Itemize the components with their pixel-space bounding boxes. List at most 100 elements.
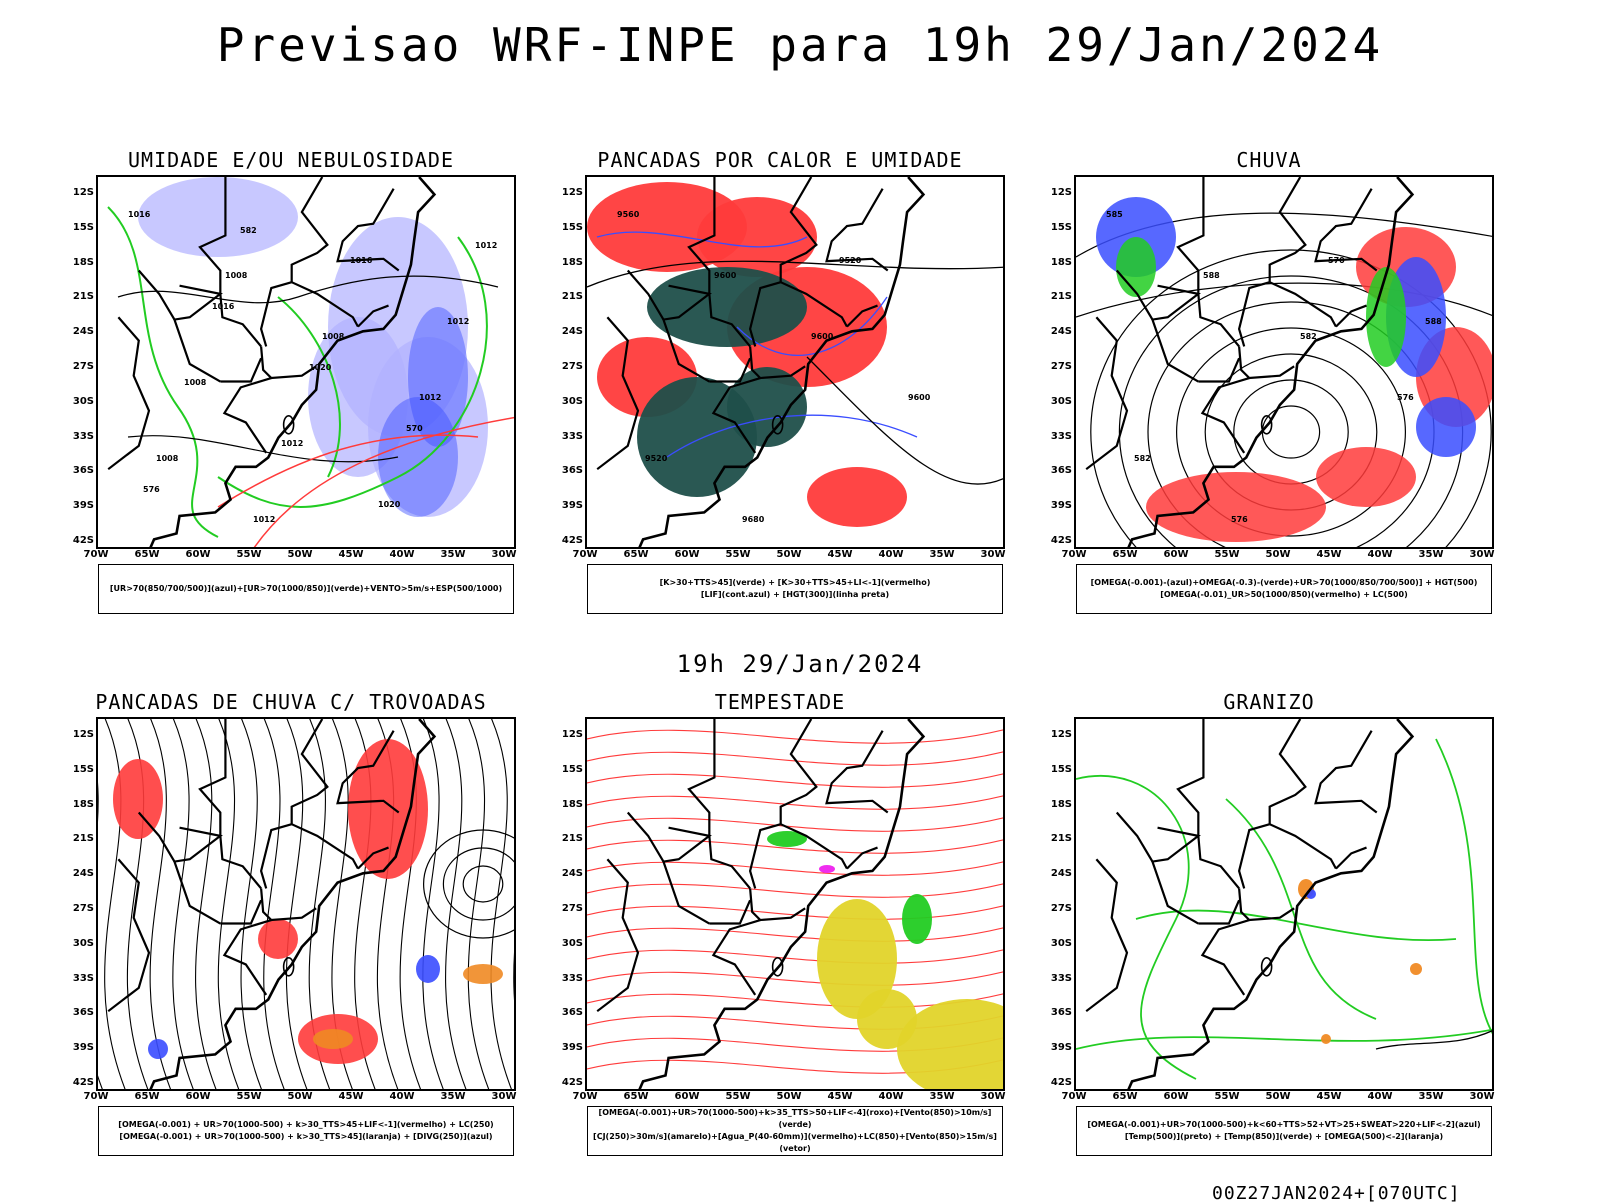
contour-label: 1008: [156, 454, 179, 463]
map-frame: [1074, 717, 1494, 1091]
streamline-850: [587, 971, 1003, 986]
coastline: [149, 177, 437, 547]
y-tick-label: 24S: [1050, 326, 1072, 338]
border-line: [107, 316, 151, 471]
y-tick-label: 42S: [1050, 535, 1072, 546]
storm-red: [348, 739, 428, 879]
convection-green: [727, 367, 807, 447]
anticyclone-ring: [462, 865, 504, 903]
x-tick-label: 55W: [1214, 1091, 1240, 1102]
legend-box: [OMEGA(-0.001)+UR>70(1000-500)+k>35_TTS>…: [587, 1106, 1003, 1156]
legend-line: [Temp(500)](preto) + [Temp(850)](verde) …: [1124, 1132, 1444, 1141]
border-line: [1268, 177, 1307, 283]
mid-title: 19h 29/Jan/2024: [676, 650, 924, 678]
x-tick-label: 30W: [1469, 1091, 1495, 1102]
map-canvas: 585 588 582 576 582 576 570 588: [1076, 177, 1492, 547]
y-tick-label: 15S: [561, 763, 583, 775]
contour-label: 582: [240, 226, 257, 235]
height-300-line: [806, 356, 1003, 485]
y-tick-label: 33S: [1050, 430, 1072, 442]
legend-line: [CJ(250)>30m/s](amarelo)+[Agua_P(40-60mm…: [593, 1132, 997, 1153]
y-tick-label: 42S: [72, 1077, 94, 1088]
x-tick-label: 40W: [389, 549, 415, 560]
border-line: [198, 719, 262, 890]
y-tick-label: 18S: [72, 798, 94, 810]
contour-label: 582: [1134, 454, 1151, 463]
y-tick-label: 36S: [561, 1007, 583, 1019]
border-line: [1198, 357, 1241, 383]
contour-label: 1012: [475, 241, 497, 250]
y-tick-label: 21S: [1050, 833, 1072, 845]
border-line: [1269, 823, 1337, 870]
y-tick-label: 18S: [561, 256, 583, 268]
border-line: [748, 823, 781, 889]
border-line: [357, 304, 389, 328]
legend-line: [OMEGA(-0.01)_UR>50(1000/850)(vermelho) …: [1160, 590, 1408, 599]
legend-box: [OMEGA(-0.001)+UR>70(1000-500)+k<60+TTS>…: [1076, 1106, 1492, 1156]
border-line: [1335, 304, 1367, 328]
lifted-index-line: [596, 231, 808, 248]
border-line: [1150, 826, 1201, 925]
panel-title: GRANIZO: [1223, 690, 1315, 714]
lagoon-outline: [771, 956, 784, 977]
omega-orange: [1410, 963, 1422, 975]
pressure-isobar: [127, 435, 399, 463]
y-tick-label: 27S: [1050, 903, 1072, 914]
y-tick-label: 30S: [1050, 937, 1072, 949]
panel-title: CHUVA: [1236, 148, 1302, 172]
temp-500-line: [1375, 1030, 1492, 1050]
y-tick-label: 27S: [561, 903, 583, 914]
x-tick-label: 70W: [1061, 549, 1087, 560]
y-tick-label: 12S: [1050, 187, 1072, 198]
convection-red: [697, 197, 817, 277]
contour-label: 9560: [617, 210, 640, 219]
y-tick-label: 39S: [72, 1042, 94, 1054]
y-tick-label: 27S: [1050, 361, 1072, 372]
streamline: [98, 783, 104, 1089]
border-line: [1238, 888, 1295, 922]
x-tick-label: 45W: [338, 549, 364, 560]
border-line: [825, 188, 889, 272]
border-line: [1335, 846, 1367, 870]
border-line: [260, 346, 317, 380]
omega-orange: [1321, 1034, 1331, 1044]
y-tick-label: 15S: [72, 763, 94, 775]
border-line: [290, 719, 329, 825]
geopotential-ring: [1175, 327, 1407, 537]
border-line: [1200, 376, 1250, 454]
jet-yellow: [857, 989, 917, 1049]
contour-label: 9600: [714, 271, 737, 280]
x-tick-label: 55W: [725, 549, 751, 560]
x-tick-label: 45W: [827, 549, 853, 560]
y-tick-label: 36S: [72, 465, 94, 477]
y-tick-label: 27S: [72, 903, 94, 914]
x-tick-label: 60W: [674, 1091, 700, 1102]
y-tick-label: 24S: [561, 326, 583, 338]
border-line: [711, 918, 761, 996]
border-line: [596, 316, 640, 471]
legend-box: [OMEGA(-0.001) + UR>70(1000-500) + k>30_…: [98, 1106, 514, 1156]
contour-label: 1012: [281, 439, 303, 448]
height-300-line: [587, 260, 1003, 288]
y-tick-label: 30S: [1050, 395, 1072, 407]
map-panel-5: TEMPESTADE 12S 15S 18S 21S 24S 27S 30S 33S 36S 39S…: [545, 690, 1015, 1170]
streamline: [217, 719, 240, 1089]
y-tick-label: 15S: [1050, 221, 1072, 233]
contour-label: 1008: [322, 332, 345, 341]
border-line: [259, 281, 292, 347]
border-line: [709, 899, 752, 925]
x-tick-label: 55W: [1214, 549, 1240, 560]
border-line: [1176, 177, 1240, 348]
x-tick-label: 30W: [491, 1091, 517, 1102]
x-tick-label: 60W: [185, 1091, 211, 1102]
y-tick-label: 39S: [1050, 500, 1072, 512]
streamline: [172, 719, 194, 1089]
y-tick-label: 15S: [1050, 763, 1072, 775]
legend-line: [OMEGA(-0.001)+UR>70(1000-500)+k<60+TTS>…: [1087, 1120, 1481, 1129]
x-tick-label: 45W: [1316, 1091, 1342, 1102]
x-tick-label: 65W: [134, 1091, 160, 1102]
streamline-850: [587, 817, 1003, 832]
y-tick-label: 18S: [561, 798, 583, 810]
contour-label: 9600: [811, 332, 834, 341]
coastline: [638, 719, 926, 1089]
